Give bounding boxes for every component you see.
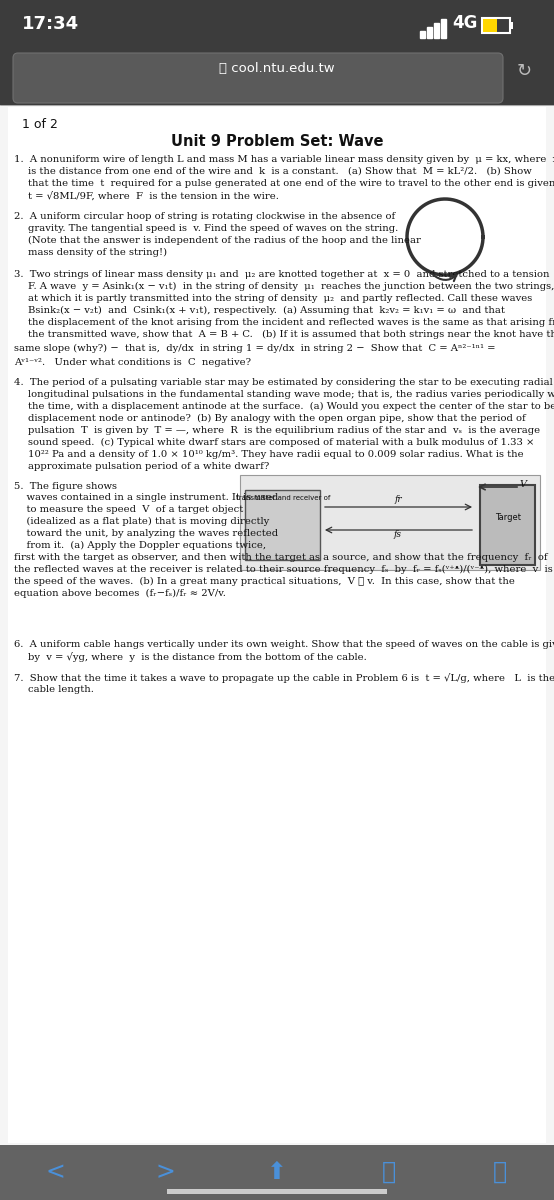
Text: first with the target as observer, and then with the target as a source, and sho: first with the target as observer, and t… bbox=[14, 553, 547, 562]
Text: <: < bbox=[45, 1160, 65, 1184]
Text: (Note that the answer is independent of the radius of the hoop and the linear: (Note that the answer is independent of … bbox=[28, 236, 421, 245]
Bar bbox=[0, 1145, 554, 1200]
Bar bbox=[434, 23, 439, 38]
Bar bbox=[510, 22, 513, 29]
Text: from it.  (a) Apply the Doppler equations twice,: from it. (a) Apply the Doppler equations… bbox=[14, 541, 266, 550]
Bar bbox=[482, 18, 510, 32]
Text: ↻: ↻ bbox=[516, 62, 531, 80]
Text: approximate pulsation period of a white dwarf?: approximate pulsation period of a white … bbox=[28, 462, 269, 470]
Text: fr: fr bbox=[394, 494, 402, 504]
Text: 10²² Pa and a density of 1.0 × 10¹⁰ kg/m³. They have radii equal to 0.009 solar : 10²² Pa and a density of 1.0 × 10¹⁰ kg/m… bbox=[28, 450, 524, 458]
Text: 🔒 cool.ntu.edu.tw: 🔒 cool.ntu.edu.tw bbox=[219, 62, 335, 74]
Text: is the distance from one end of the wire and  k  is a constant.   (a) Show that : is the distance from one end of the wire… bbox=[28, 167, 532, 176]
Text: Bsink₂(x − v₂t)  and  Csink₁(x + v₁t), respectively.  (a) Assuming that  k₂v₂ = : Bsink₂(x − v₂t) and Csink₁(x + v₁t), res… bbox=[28, 306, 505, 316]
Text: the reflected waves at the receiver is related to their source frequency  fₛ  by: the reflected waves at the receiver is r… bbox=[14, 565, 553, 574]
Text: ⧟: ⧟ bbox=[382, 1160, 396, 1184]
Text: longitudinal pulsations in the fundamental standing wave mode; that is, the radi: longitudinal pulsations in the fundament… bbox=[28, 390, 554, 398]
Text: 6.  A uniform cable hangs vertically under its own weight. Show that the speed o: 6. A uniform cable hangs vertically unde… bbox=[14, 640, 554, 649]
Bar bbox=[483, 19, 497, 32]
Text: 7.  Show that the time it takes a wave to propagate up the cable in Problem 6 is: 7. Show that the time it takes a wave to… bbox=[14, 673, 554, 683]
Text: 2.  A uniform circular hoop of string is rotating clockwise in the absence of: 2. A uniform circular hoop of string is … bbox=[14, 212, 395, 221]
Bar bbox=[0, 104, 554, 1145]
Text: same slope (why?) −  that is,  dy/dx  in string 1 = dy/dx  in string 2 −  Show t: same slope (why?) − that is, dy/dx in st… bbox=[14, 344, 495, 353]
Text: (idealized as a flat plate) that is moving directly: (idealized as a flat plate) that is movi… bbox=[14, 517, 269, 526]
Bar bbox=[420, 31, 425, 38]
Text: F. A wave  y = Asink₁(x − v₁t)  in the string of density  μ₁  reaches the juncti: F. A wave y = Asink₁(x − v₁t) in the str… bbox=[28, 282, 554, 292]
Bar bbox=[245, 490, 320, 560]
Text: the displacement of the knot arising from the incident and reflected waves is th: the displacement of the knot arising fro… bbox=[28, 318, 554, 326]
Text: waves contained in a single instrument. It is used: waves contained in a single instrument. … bbox=[14, 493, 278, 502]
Text: 1.  A nonuniform wire of length L and mass M has a variable linear mass density : 1. A nonuniform wire of length L and mas… bbox=[14, 155, 554, 164]
Bar bbox=[167, 1189, 387, 1194]
Text: 5.  The figure shows: 5. The figure shows bbox=[14, 482, 117, 491]
Text: transmitter and receiver of: transmitter and receiver of bbox=[236, 494, 330, 502]
Text: 17:34: 17:34 bbox=[22, 14, 79, 32]
Text: pulsation  T  is given by  T = —, where  R  is the equilibrium radius of the sta: pulsation T is given by T = —, where R i… bbox=[28, 426, 540, 434]
Text: by  v = √yg, where  y  is the distance from the bottom of the cable.: by v = √yg, where y is the distance from… bbox=[28, 652, 367, 662]
Text: Aᵛ¹⁻ᵛ².   Under what conditions is  C  negative?: Aᵛ¹⁻ᵛ². Under what conditions is C negat… bbox=[14, 358, 251, 367]
Text: mass density of the string!): mass density of the string!) bbox=[28, 248, 167, 257]
Text: toward the unit, by analyzing the waves reflected: toward the unit, by analyzing the waves … bbox=[14, 529, 278, 538]
Text: fs: fs bbox=[394, 530, 402, 539]
Text: V: V bbox=[520, 480, 527, 490]
Text: equation above becomes  (fᵣ−fₛ)/fᵣ ≈ 2V/v.: equation above becomes (fᵣ−fₛ)/fᵣ ≈ 2V/v… bbox=[14, 589, 226, 598]
Bar bbox=[480, 485, 535, 565]
Text: the transmitted wave, show that  A = B + C.   (b) If it is assumed that both str: the transmitted wave, show that A = B + … bbox=[28, 330, 554, 340]
Text: sound speed.  (c) Typical white dwarf stars are composed of material with a bulk: sound speed. (c) Typical white dwarf sta… bbox=[28, 438, 535, 448]
Text: that the time  t  required for a pulse generated at one end of the wire to trave: that the time t required for a pulse gen… bbox=[28, 179, 554, 188]
Text: t = √8ML/9F, where  F  is the tension in the wire.: t = √8ML/9F, where F is the tension in t… bbox=[28, 191, 279, 200]
Text: ⧉: ⧉ bbox=[493, 1160, 507, 1184]
Text: ⬆: ⬆ bbox=[267, 1160, 287, 1184]
Text: >: > bbox=[155, 1160, 175, 1184]
Bar bbox=[441, 19, 446, 38]
Bar bbox=[0, 50, 554, 104]
FancyBboxPatch shape bbox=[13, 53, 503, 103]
Text: gravity. The tangential speed is  v. Find the speed of waves on the string.: gravity. The tangential speed is v. Find… bbox=[28, 224, 398, 233]
Text: to measure the speed  V  of a target object: to measure the speed V of a target objec… bbox=[14, 505, 243, 514]
Text: 1 of 2: 1 of 2 bbox=[22, 118, 58, 131]
Text: Target: Target bbox=[495, 514, 521, 522]
Text: cable length.: cable length. bbox=[28, 685, 94, 694]
Text: 4G: 4G bbox=[452, 14, 478, 32]
Bar bbox=[240, 475, 540, 570]
Text: displacement node or antinode?  (b) By analogy with the open organ pipe, show th: displacement node or antinode? (b) By an… bbox=[28, 414, 526, 424]
Text: 4.  The period of a pulsating variable star may be estimated by considering the : 4. The period of a pulsating variable st… bbox=[14, 378, 553, 386]
Text: at which it is partly transmitted into the string of density  μ₂  and partly ref: at which it is partly transmitted into t… bbox=[28, 294, 532, 302]
Bar bbox=[427, 26, 432, 38]
Text: the speed of the waves.  (b) In a great many practical situations,  V ≪ v.  In t: the speed of the waves. (b) In a great m… bbox=[14, 577, 515, 586]
Bar bbox=[8, 107, 546, 1142]
Text: Unit 9 Problem Set: Wave: Unit 9 Problem Set: Wave bbox=[171, 134, 383, 149]
Text: the time, with a displacement antinode at the surface.  (a) Would you expect the: the time, with a displacement antinode a… bbox=[28, 402, 554, 412]
Text: 3.  Two strings of linear mass density μ₁ and  μ₂ are knotted together at  x = 0: 3. Two strings of linear mass density μ₁… bbox=[14, 270, 550, 278]
